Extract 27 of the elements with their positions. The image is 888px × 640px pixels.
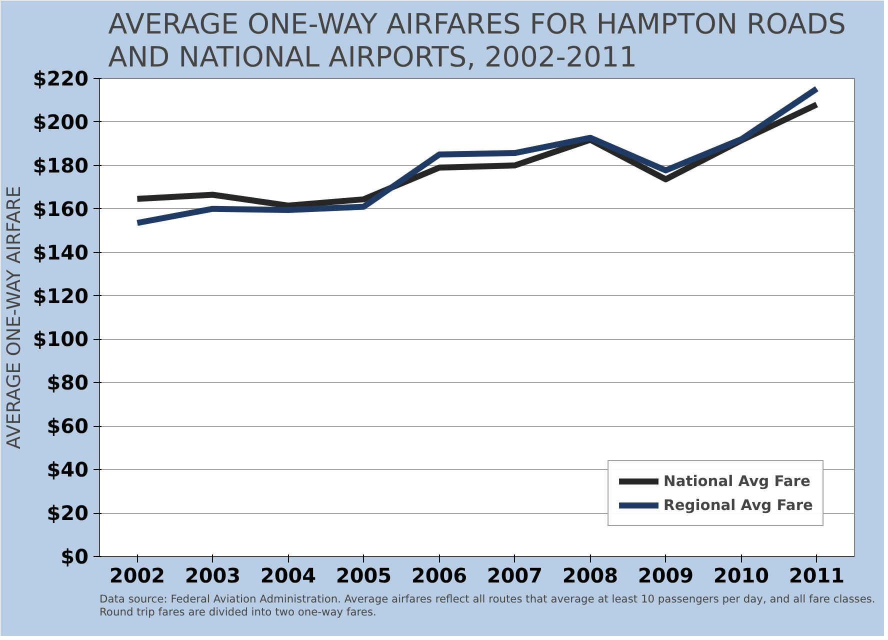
y-tick-label: $220: [32, 66, 89, 90]
legend-label: National Avg Fare: [664, 472, 810, 490]
x-tick-label: 2010: [713, 564, 770, 588]
chart-title: AVERAGE ONE-WAY AIRFARES FOR HAMPTON ROADS AND NATIONAL AIRPORTS, 2002-2011: [108, 8, 846, 74]
x-tick-label: 2004: [260, 564, 316, 588]
x-tick-label: 2005: [336, 564, 392, 588]
y-tick-label: $140: [32, 240, 89, 264]
y-tick-label: $0: [60, 544, 89, 568]
x-tick-label: 2007: [486, 564, 543, 588]
y-tick-label: $20: [46, 501, 88, 526]
x-tick-label: 2009: [638, 564, 694, 588]
y-axis-title: AVERAGE ONE-WAY AIRFARE: [4, 186, 25, 450]
y-tick-label: $60: [46, 414, 88, 438]
y-tick-label: $40: [46, 458, 88, 482]
x-tick-label: 2003: [184, 564, 241, 588]
y-tick-label: $100: [32, 327, 89, 352]
y-tick-label: $180: [32, 153, 89, 178]
x-tick-label: 2008: [562, 564, 618, 588]
y-tick-label: $160: [32, 196, 89, 221]
x-tick-label: 2011: [788, 564, 845, 588]
source-note: Data source: Federal Aviation Administration. Average airfares reflect all routes that average at least 10 passengers per day, and all fare classes. Round trip fares are divided into two one-way fares.: [100, 592, 876, 618]
y-tick-label: $200: [32, 110, 89, 134]
x-tick-label: 2006: [411, 564, 468, 588]
y-tick-label: $80: [46, 370, 88, 395]
x-tick-label: 2002: [109, 564, 166, 588]
legend-label: Regional Avg Fare: [664, 496, 813, 514]
y-tick-label: $120: [32, 284, 89, 308]
